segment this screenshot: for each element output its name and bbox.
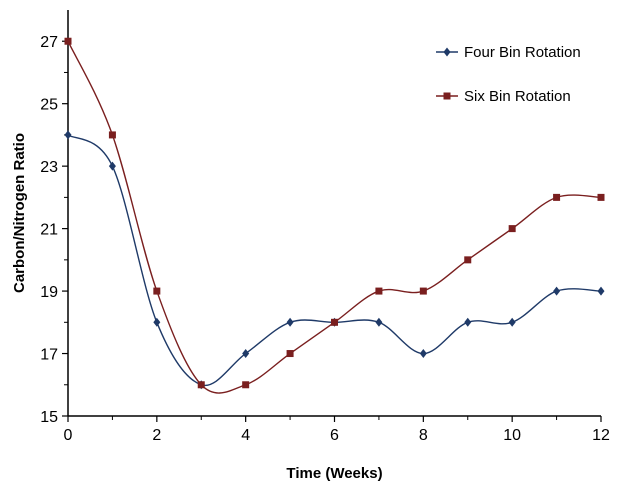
data-point xyxy=(597,193,605,201)
data-point xyxy=(108,131,116,139)
x-tick-label: 2 xyxy=(152,427,161,444)
y-tick-label: 19 xyxy=(40,284,58,301)
x-tick-label: 0 xyxy=(64,427,73,444)
data-point xyxy=(508,225,516,233)
y-tick-label: 23 xyxy=(40,159,58,176)
y-tick-label: 21 xyxy=(40,222,58,239)
series-2 xyxy=(64,37,605,394)
y-axis-ticks: 15 17 19 21 23 25 27 xyxy=(40,34,68,426)
data-point xyxy=(464,256,472,264)
data-point xyxy=(286,317,294,327)
data-point xyxy=(508,317,516,327)
data-point xyxy=(597,286,605,296)
series xyxy=(64,37,605,394)
data-point xyxy=(375,287,383,295)
data-point xyxy=(242,349,250,359)
legend-item: Six Bin Rotation xyxy=(436,88,571,105)
data-point xyxy=(464,317,472,327)
x-tick-label: 4 xyxy=(241,427,250,444)
data-point xyxy=(375,317,383,327)
legend-label: Six Bin Rotation xyxy=(464,88,571,105)
legend-label: Four Bin Rotation xyxy=(464,44,581,61)
x-axis-ticks: 0 2 4 6 8 10 12 xyxy=(64,416,610,444)
data-point xyxy=(419,349,427,359)
x-tick-label: 8 xyxy=(419,427,428,444)
data-point xyxy=(197,381,205,389)
legend: Four Bin Rotation Six Bin Rotation xyxy=(436,44,581,105)
legend-marker xyxy=(443,47,451,57)
data-point xyxy=(153,317,161,327)
data-point xyxy=(286,350,294,358)
x-tick-label: 6 xyxy=(330,427,339,444)
series-line xyxy=(67,40,602,394)
y-tick-label: 27 xyxy=(40,34,58,51)
legend-marker xyxy=(443,92,451,100)
data-point xyxy=(553,286,561,296)
series-1 xyxy=(64,130,605,390)
y-tick-label: 15 xyxy=(40,409,58,426)
data-point xyxy=(64,130,72,140)
x-axis-title: Time (Weeks) xyxy=(286,465,382,482)
y-axis-title: Carbon/Nitrogen Ratio xyxy=(11,133,28,293)
data-point xyxy=(64,37,72,45)
x-tick-label: 10 xyxy=(503,427,521,444)
data-point xyxy=(331,318,338,326)
data-point xyxy=(108,161,116,171)
data-point xyxy=(242,381,250,389)
data-point xyxy=(419,287,427,295)
data-point xyxy=(553,193,561,201)
y-tick-label: 25 xyxy=(40,97,58,114)
x-tick-label: 12 xyxy=(592,427,610,444)
data-point xyxy=(153,287,161,295)
legend-item: Four Bin Rotation xyxy=(436,44,581,61)
axes xyxy=(67,10,601,417)
y-tick-label: 17 xyxy=(40,347,58,364)
